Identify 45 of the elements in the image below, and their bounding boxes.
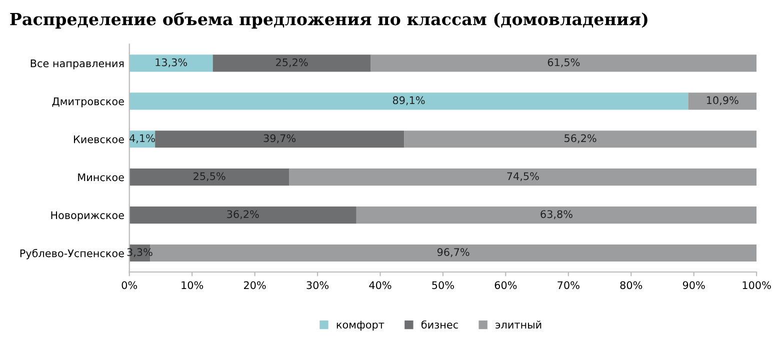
legend-label: элитный [496, 320, 542, 329]
y-tick-label: Киевское [74, 135, 124, 144]
data-label: 89,1% [392, 96, 425, 106]
bar [356, 206, 757, 224]
data-label: 4,1% [129, 134, 155, 144]
y-tick-label: Все направления [30, 60, 124, 70]
y-tick-label: Минское [78, 173, 124, 182]
y-tick-label: Новорижское [51, 211, 124, 222]
bar [129, 168, 290, 186]
data-label: 36,2% [227, 210, 259, 220]
legend-label: комфорт [336, 320, 384, 331]
bar [129, 206, 356, 224]
y-tick-label: Дмитровское [52, 98, 124, 108]
x-tick-label: 30% [306, 281, 329, 290]
bar [404, 130, 757, 148]
x-tick-label: 90% [682, 281, 705, 290]
legend-label: бизнес [421, 320, 458, 329]
bar [129, 54, 213, 72]
y-tick-label: Рублево-Успенское [20, 248, 124, 260]
x-tick-label: 0% [122, 281, 138, 290]
data-label: 56,2% [564, 134, 596, 144]
x-tick-label: 60% [494, 281, 517, 290]
bar [370, 54, 757, 72]
x-tick-label: 40% [369, 281, 392, 290]
data-label: 74,5% [507, 172, 539, 182]
x-tick-label: 10% [182, 281, 204, 290]
data-label: 10,9% [706, 96, 738, 106]
x-tick-label: 20% [244, 281, 266, 290]
data-label: 39,7% [264, 134, 296, 144]
data-label: 96,7% [437, 248, 470, 258]
data-label: 61,5% [548, 58, 580, 68]
bar [289, 168, 757, 186]
x-tick-label: 100% [742, 281, 771, 290]
data-label: 13,3% [156, 58, 188, 68]
bar [212, 54, 371, 72]
bar [129, 92, 688, 110]
chart-title: Распределение объема предложения по классам (домовладения) [10, 12, 648, 29]
x-tick-label: 80% [620, 281, 642, 290]
data-label: 25,2% [276, 58, 308, 68]
data-label: 63,8% [540, 210, 572, 220]
data-label: 25,5% [194, 172, 226, 182]
x-tick-label: 50% [432, 281, 454, 290]
x-tick-label: 70% [558, 281, 580, 290]
bar [155, 130, 404, 148]
bar [688, 92, 757, 110]
